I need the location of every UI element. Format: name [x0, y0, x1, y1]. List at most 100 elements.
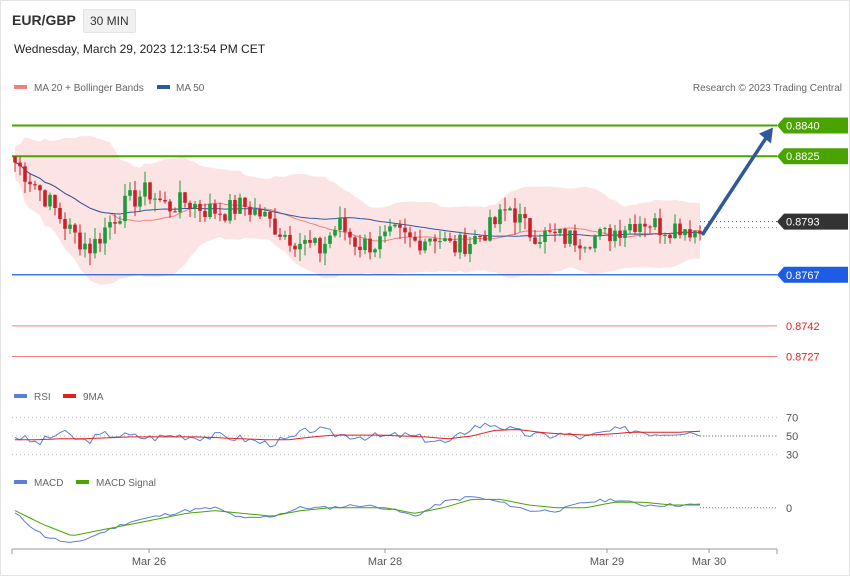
candle — [473, 229, 477, 246]
candle-body — [433, 238, 437, 242]
candle — [353, 235, 357, 256]
candle-body — [298, 243, 302, 250]
candle — [23, 162, 27, 194]
candle-body — [648, 226, 652, 228]
candle-body — [278, 234, 282, 237]
x-tick-label: Mar 26 — [132, 556, 166, 568]
candle — [308, 230, 312, 248]
candle — [163, 191, 167, 204]
candle — [548, 223, 552, 234]
candle — [78, 224, 82, 256]
candle-body — [403, 227, 407, 233]
macd-signal-line — [14, 498, 700, 536]
candle — [283, 230, 287, 240]
candle — [608, 224, 612, 252]
candle — [498, 204, 502, 233]
candle — [673, 214, 677, 239]
candle-body — [548, 230, 552, 232]
candle-body — [58, 208, 62, 220]
candle-body — [128, 190, 132, 196]
candle-body — [618, 230, 622, 238]
candle — [323, 236, 327, 266]
candle — [413, 231, 417, 242]
candle-body — [43, 190, 47, 207]
candle — [373, 247, 377, 258]
candle-body — [693, 230, 697, 238]
candle-body — [218, 213, 222, 215]
candle-body — [253, 209, 257, 215]
candle — [598, 227, 602, 241]
candle-body — [688, 229, 692, 238]
candle-body — [53, 194, 57, 209]
candle — [253, 198, 257, 217]
timestamp-label: Wednesday, March 29, 2023 12:13:54 PM CE… — [14, 42, 266, 56]
candle — [628, 218, 632, 234]
x-axis-labels: Mar 26 Mar 28 Mar 29 Mar 30 — [132, 549, 726, 568]
candle — [33, 180, 37, 190]
candle — [398, 219, 402, 240]
candle-body — [213, 203, 217, 214]
candle-body — [363, 238, 367, 251]
candle-body — [393, 224, 397, 227]
macd-line — [14, 496, 701, 543]
candle — [153, 192, 157, 212]
candle-body — [78, 232, 82, 250]
timeframe-button[interactable]: 30 MIN — [83, 9, 136, 33]
candle — [138, 190, 142, 213]
ma20-legend-swatch — [14, 85, 27, 89]
candle-body — [478, 235, 482, 237]
macd-signal-legend-swatch — [76, 480, 89, 484]
candle-body — [503, 209, 507, 211]
candle — [118, 215, 122, 225]
candle — [523, 206, 527, 230]
price-panel: 0.8840 0.8825 0.8793 0.8767 0.8742 0.8727 — [12, 117, 848, 364]
x-tick-label: Mar 30 — [692, 556, 726, 568]
candle-body — [288, 234, 292, 246]
candle — [338, 206, 342, 238]
candle — [293, 242, 297, 258]
support-tag — [777, 266, 848, 283]
candle — [188, 200, 192, 217]
candle — [168, 199, 172, 218]
candle — [408, 226, 412, 248]
candle — [543, 227, 547, 254]
candle-body — [123, 195, 127, 222]
candle-body — [93, 238, 97, 254]
candle-body — [678, 223, 682, 236]
candle — [343, 208, 347, 241]
candle-body — [523, 213, 527, 219]
candle-body — [578, 245, 582, 249]
lower-level-label-5: 0.8727 — [786, 352, 820, 364]
candle-body — [508, 208, 512, 211]
x-tick-label: Mar 29 — [590, 556, 624, 568]
candle-body — [153, 198, 157, 200]
candle-body — [243, 197, 247, 207]
candle — [468, 236, 472, 263]
candle-body — [88, 243, 92, 254]
candle-body — [173, 211, 177, 213]
candle-body — [143, 182, 147, 197]
candle-body — [488, 217, 492, 241]
candle-body — [428, 238, 432, 242]
candle-body — [528, 218, 532, 238]
macd-legend-swatch — [14, 480, 27, 484]
candle — [488, 209, 492, 242]
candle — [88, 238, 92, 266]
candle-body — [643, 223, 647, 227]
candle-body — [73, 224, 77, 233]
candle-body — [438, 241, 442, 243]
candle — [533, 229, 537, 245]
candle — [358, 234, 362, 258]
rsi-ma-line — [15, 429, 701, 441]
candle — [143, 171, 147, 206]
candle-body — [593, 236, 597, 249]
candle-body — [423, 241, 427, 251]
candle — [618, 219, 622, 247]
candle — [678, 218, 682, 239]
candle-body — [573, 230, 577, 246]
candle-body — [308, 239, 312, 243]
candle — [233, 195, 237, 221]
candle-body — [108, 222, 112, 228]
candle — [273, 208, 277, 235]
candle — [18, 157, 22, 176]
